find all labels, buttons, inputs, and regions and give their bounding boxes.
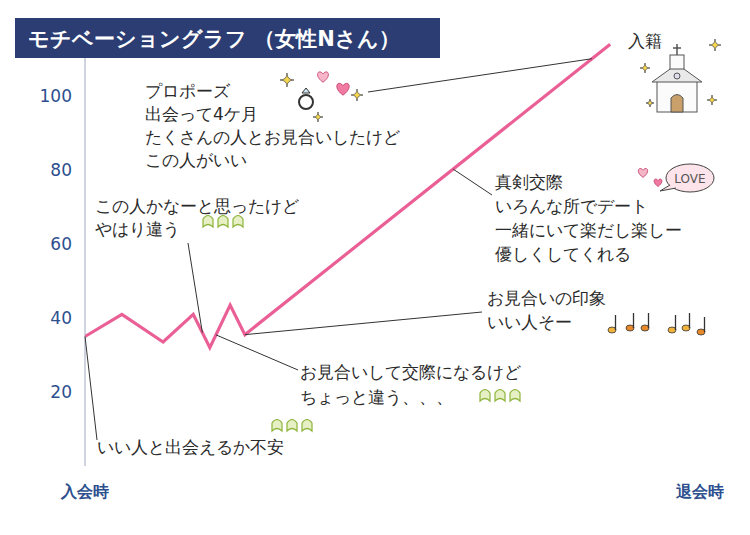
- annotation-text: いい人そー: [487, 312, 572, 332]
- worry-icon: [287, 420, 297, 432]
- x-tick-label: 入会時: [60, 482, 109, 501]
- annotation-text: 真剣交際: [495, 172, 563, 192]
- worry-icon: [510, 390, 520, 402]
- worry-icon: [272, 420, 282, 432]
- note-stem: [615, 315, 616, 330]
- worry-icon: [302, 420, 312, 432]
- leader-line: [85, 337, 97, 441]
- note-stem: [689, 313, 690, 328]
- worry-icon: [480, 390, 490, 402]
- note-head: [682, 325, 690, 331]
- page: {"chart_data": { "type": "line", "title"…: [0, 0, 750, 535]
- leader-line: [245, 312, 482, 335]
- title: モチベーショングラフ （女性Nさん）: [28, 27, 400, 51]
- annotation-text: 優しくしてくれる: [495, 244, 631, 264]
- heart-icon: [654, 179, 662, 186]
- note-head: [641, 325, 649, 331]
- sparkle-icon: [640, 63, 650, 73]
- annotation-text: ちょっと違う、、、: [300, 387, 453, 407]
- sparkle-icon: [709, 39, 721, 51]
- sparkle-icon: [280, 73, 294, 87]
- heart-icon: [337, 83, 349, 95]
- church-cross: [673, 47, 681, 49]
- y-tick-label: 60: [50, 234, 72, 254]
- y-tick-label: 100: [40, 86, 72, 106]
- annotation-text: たくさんの人とお見合いしたけど: [145, 127, 400, 147]
- leader-line: [368, 59, 592, 92]
- worry-icon: [495, 390, 505, 402]
- note-stem: [704, 317, 705, 332]
- annotation-text: この人がいい: [145, 150, 247, 170]
- annotation-text: 出会って4ケ月: [145, 104, 258, 124]
- heart-icon: [318, 72, 329, 82]
- sparkle-icon: [313, 112, 323, 122]
- annotation-text: この人かなーと思ったけど: [95, 196, 299, 216]
- leader-line: [216, 335, 298, 370]
- y-axis: [84, 41, 86, 467]
- sparkle-icon: [646, 99, 654, 107]
- annotation-text: やはり違う: [95, 219, 180, 239]
- y-tick-label: 80: [50, 160, 72, 180]
- sparkle-icon: [707, 95, 717, 105]
- x-tick-label: 退会時: [675, 482, 724, 501]
- annotation-text: 一緒にいて楽だし楽しー: [495, 220, 682, 240]
- worry-icon: [218, 216, 228, 228]
- heart-icon: [638, 168, 647, 177]
- y-tick-label: 40: [50, 308, 72, 328]
- note-head: [626, 325, 634, 331]
- annotation-text: お見合いして交際になるけど: [300, 362, 521, 382]
- chart: 20 40 60 80 100 入会時 退会時 プロポーズ出会って4ケ月たくさんの人とお見合い…: [0, 0, 750, 535]
- note-head: [668, 327, 676, 333]
- church-window: [674, 73, 680, 79]
- leader-line: [453, 169, 492, 195]
- church-door: [671, 95, 683, 113]
- worry-icon: [233, 216, 243, 228]
- annotation-text: いろんな所でデート: [495, 196, 648, 216]
- annotation-text: お見合いの印象: [487, 288, 606, 308]
- annotation-text: いい人と出会えるか不安: [97, 437, 284, 457]
- note-head: [608, 327, 616, 333]
- annotation-text: LOVE: [674, 172, 705, 186]
- sparkle-icon: [351, 89, 363, 101]
- ring-icon: [299, 95, 313, 109]
- note-head: [697, 329, 705, 335]
- ring-gem: [302, 88, 310, 93]
- annotation-text: プロポーズ: [145, 81, 231, 101]
- title-box: [15, 18, 440, 58]
- y-tick-label: 20: [50, 382, 72, 402]
- note-stem: [648, 313, 649, 328]
- church-body: [657, 80, 697, 112]
- worry-icon: [203, 216, 213, 228]
- church-tower: [670, 55, 684, 69]
- leader-line: [188, 243, 202, 333]
- note-stem: [633, 313, 634, 328]
- note-stem: [675, 315, 676, 330]
- annotation-text: 入籍: [628, 31, 662, 51]
- church-cross: [676, 44, 678, 55]
